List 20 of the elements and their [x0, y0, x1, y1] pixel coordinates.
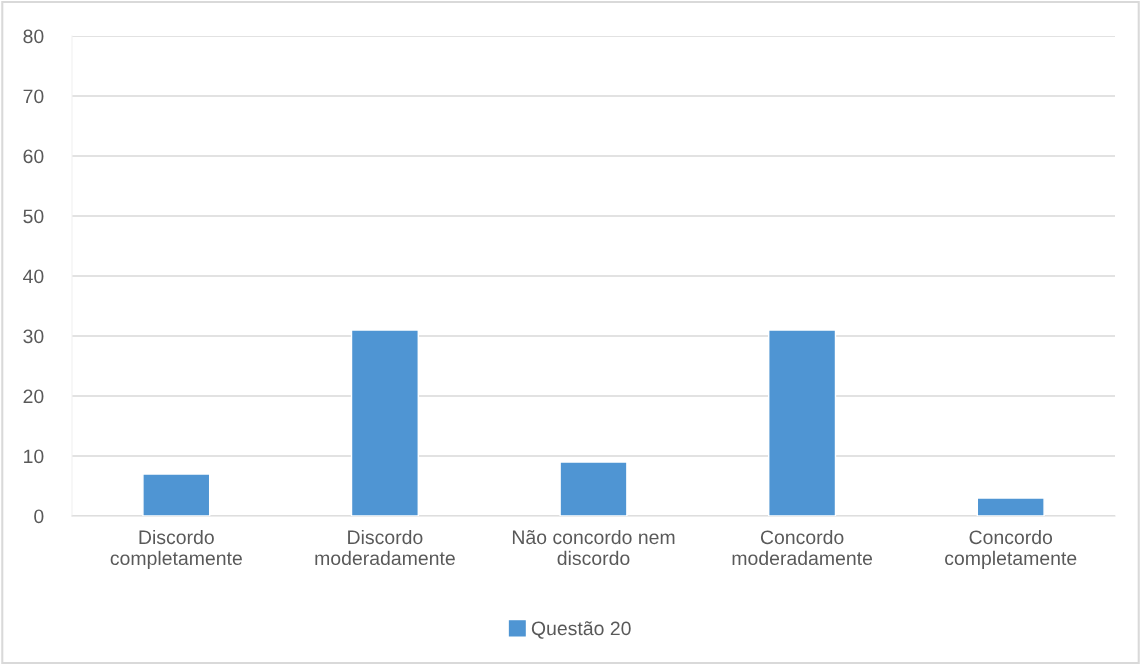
y-tick-label: 80 [23, 29, 44, 44]
x-tick-label: Concordo moderadamente [732, 529, 873, 566]
bar [350, 329, 419, 516]
y-tick-label: 30 [23, 329, 44, 344]
y-tick-label: 70 [23, 89, 44, 104]
y-tick-label: 60 [23, 149, 44, 164]
y-tick-label: 0 [34, 509, 44, 524]
x-tick-label: Discordo completamente [110, 529, 242, 569]
x-tick-label: Discordo moderadamente [315, 529, 455, 566]
bar [768, 329, 837, 516]
y-tick-label: 50 [23, 209, 44, 224]
bar [976, 497, 1045, 516]
x-tick-label: Não concordo nem discordo [512, 529, 675, 566]
x-tick-label: Concordo completamente [945, 529, 1077, 569]
y-tick-label: 10 [24, 449, 44, 464]
y-tick-label: 40 [23, 269, 44, 284]
bar [142, 473, 211, 516]
legend-label: Questão 20 [531, 621, 631, 639]
bar [559, 461, 628, 516]
y-tick-label: 20 [23, 389, 44, 404]
